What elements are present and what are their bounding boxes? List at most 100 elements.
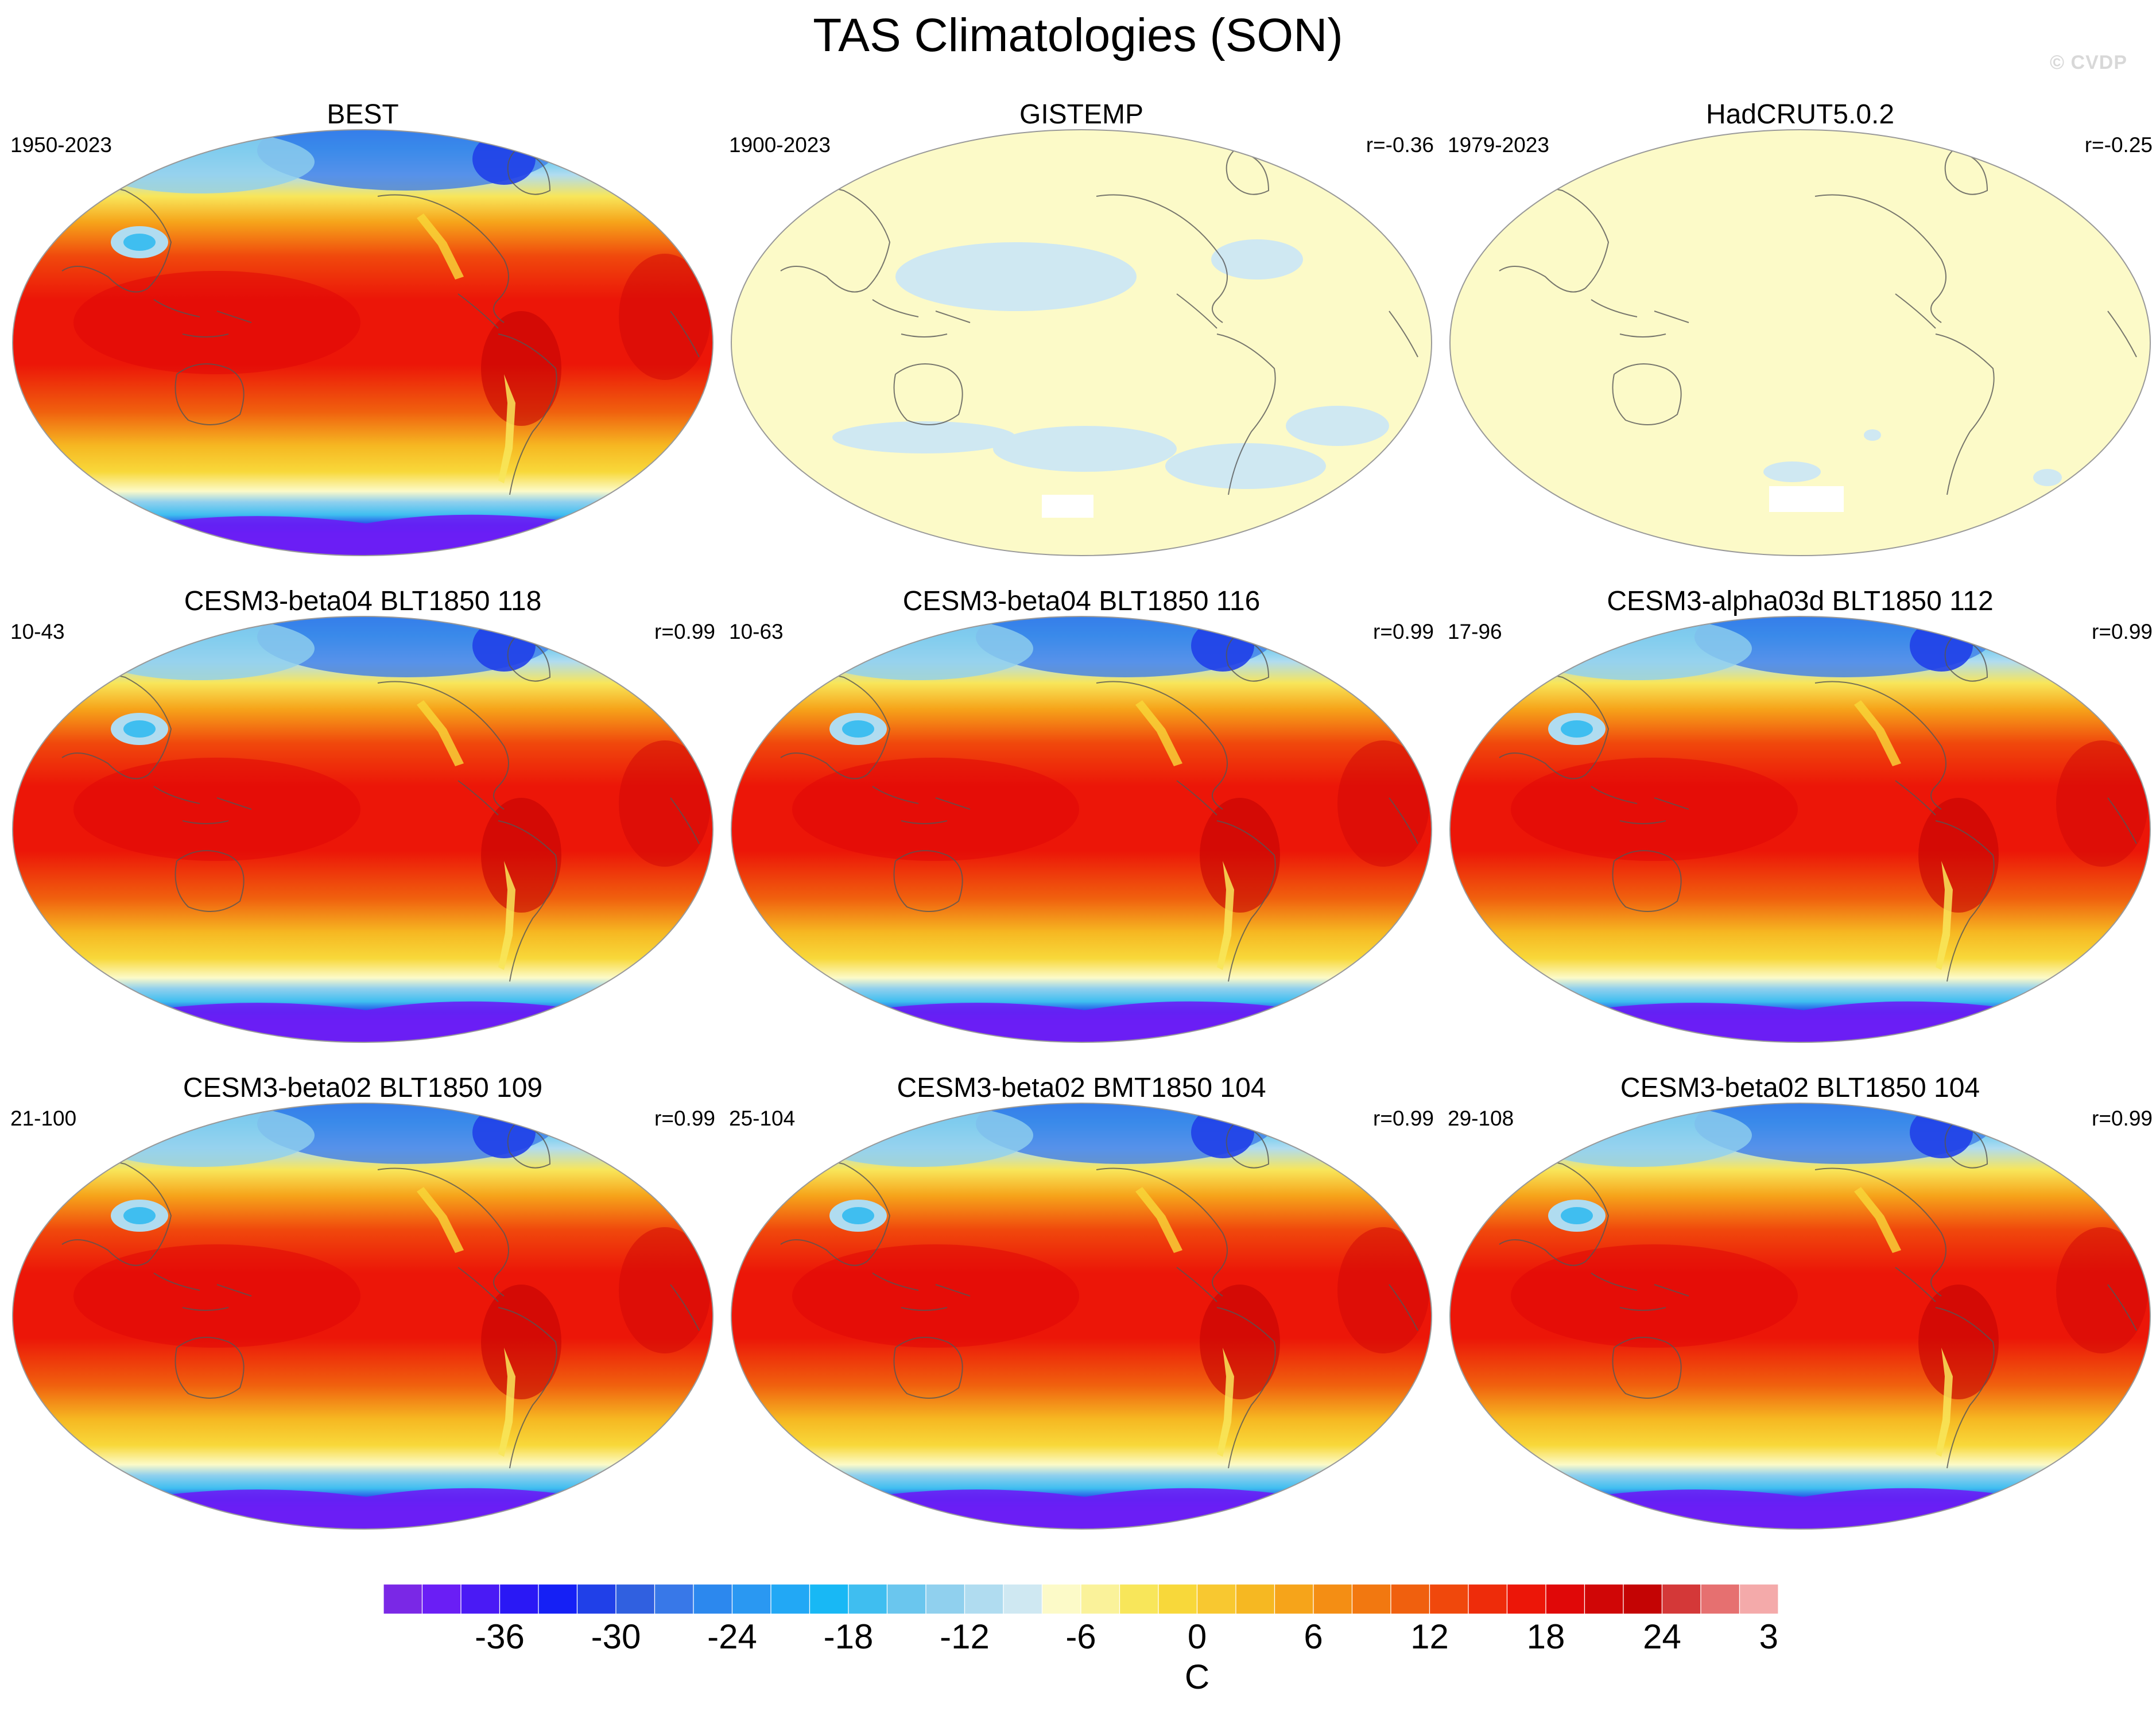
colorbar-swatch — [1739, 1584, 1778, 1615]
map-panel: CESM3-beta02 BLT1850 104 29-108 r=0.99 — [1448, 1071, 2153, 1553]
colorbar-swatch — [1274, 1584, 1314, 1615]
map-heatmap — [1449, 129, 2151, 556]
colorbar-swatch — [1351, 1584, 1391, 1615]
colorbar-tick-label: -24 — [707, 1617, 757, 1656]
colorbar-swatch — [421, 1584, 462, 1615]
map-panel: HadCRUT5.0.2 1979-2023 r=-0.25 — [1448, 98, 2153, 580]
panel-title: CESM3-beta04 BLT1850 118 — [184, 586, 542, 616]
colorbar-swatch — [1235, 1584, 1275, 1615]
colorbar-unit-label: C — [1185, 1658, 1209, 1696]
colorbar-swatch — [848, 1584, 888, 1615]
colorbar-swatch — [693, 1584, 733, 1615]
colorbar-tick-label: -36 — [475, 1617, 525, 1656]
map-heatmap — [1449, 1103, 2151, 1530]
colorbar-swatch — [964, 1584, 1004, 1615]
map-heatmap — [731, 616, 1432, 1043]
panel-period: 21-100 — [10, 1107, 77, 1130]
map-panel: CESM3-beta04 BLT1850 116 10-63 r=0.99 — [729, 584, 1434, 1066]
map-panel: CESM3-alpha03d BLT1850 112 17-96 r=0.99 — [1448, 584, 2153, 1066]
panel-title: CESM3-alpha03d BLT1850 112 — [1607, 586, 1994, 616]
colorbar-tick-label: 24 — [1643, 1617, 1681, 1656]
map-panel: CESM3-beta02 BLT1850 109 21-100 r=0.99 — [10, 1071, 715, 1553]
colorbar-swatch — [1584, 1584, 1624, 1615]
panel-period: 10-63 — [729, 620, 784, 643]
map-outline — [12, 616, 714, 1043]
panel-period: 1979-2023 — [1448, 133, 1549, 157]
panel-correlation: r=0.99 — [1373, 1107, 1434, 1130]
map-heatmap — [731, 1103, 1432, 1530]
panel-period: 1950-2023 — [10, 133, 112, 157]
figure-title: TAS Climatologies (SON) — [813, 9, 1343, 61]
map-outline — [731, 616, 1432, 1043]
colorbar-tick-label: -30 — [591, 1617, 641, 1656]
colorbar-swatch — [1468, 1584, 1508, 1615]
colorbar-swatch — [1506, 1584, 1546, 1615]
panel-correlation: r=-0.36 — [1366, 133, 1434, 157]
panel-title: HadCRUT5.0.2 — [1705, 99, 1895, 130]
colorbar-swatch — [1661, 1584, 1701, 1615]
credit-watermark: © CVDP — [2050, 52, 2127, 73]
map-panel: BEST 1950-2023 — [10, 98, 715, 580]
map-outline — [731, 129, 1432, 556]
map-heatmap — [1449, 616, 2151, 1043]
map-outline — [1449, 1103, 2151, 1530]
colorbar-swatch — [925, 1584, 965, 1615]
colorbar-swatch — [1313, 1584, 1353, 1615]
panel-correlation: r=0.99 — [2092, 620, 2153, 643]
panel-title: BEST — [327, 99, 399, 130]
colorbar-swatch — [1545, 1584, 1585, 1615]
colorbar-swatch — [499, 1584, 539, 1615]
colorbar-swatch — [538, 1584, 578, 1615]
map-outline — [731, 1103, 1432, 1530]
colorbar-swatch — [1158, 1584, 1198, 1615]
colorbar-tick-label: -18 — [824, 1617, 874, 1656]
map-heatmap — [12, 1103, 714, 1530]
colorbar-swatch — [1390, 1584, 1430, 1615]
colorbar-swatch — [770, 1584, 811, 1615]
panel-correlation: r=0.99 — [1373, 620, 1434, 643]
panel-period: 10-43 — [10, 620, 65, 643]
colorbar-swatch — [1623, 1584, 1663, 1615]
colorbar-swatch — [1041, 1584, 1081, 1615]
panel-title: CESM3-beta02 BMT1850 104 — [897, 1073, 1266, 1103]
panel-period: 25-104 — [729, 1107, 796, 1130]
colorbar: -36-30-24-18-12-6061218243036C — [383, 1584, 1778, 1696]
map-panel: GISTEMP 1900-2023 r=-0.36 — [729, 98, 1434, 580]
panel-title: CESM3-beta04 BLT1850 116 — [902, 586, 1261, 616]
colorbar-swatch — [383, 1584, 423, 1615]
map-heatmap — [12, 616, 714, 1043]
panel-correlation: r=-0.25 — [2084, 133, 2153, 157]
map-heatmap — [731, 129, 1432, 556]
panel-title: CESM3-beta02 BLT1850 104 — [1620, 1073, 1980, 1103]
map-heatmap — [12, 129, 714, 556]
colorbar-swatch — [886, 1584, 926, 1615]
map-panel: CESM3-beta04 BLT1850 118 10-43 r=0.99 — [10, 584, 715, 1066]
colorbar-swatch — [1196, 1584, 1236, 1615]
panel-correlation: r=0.99 — [2092, 1107, 2153, 1130]
colorbar-tick-label: 0 — [1188, 1617, 1207, 1656]
colorbar-tick-label: 30 — [1759, 1617, 1778, 1656]
panel-correlation: r=0.99 — [654, 620, 715, 643]
map-outline — [1449, 129, 2151, 556]
colorbar-swatch — [1429, 1584, 1469, 1615]
map-outline — [12, 1103, 714, 1530]
colorbar-swatch — [654, 1584, 694, 1615]
colorbar-tick-label: 12 — [1410, 1617, 1449, 1656]
colorbar-swatch — [576, 1584, 616, 1615]
colorbar-swatch — [1080, 1584, 1120, 1615]
panel-period: 1900-2023 — [729, 133, 831, 157]
colorbar-tick-label: 6 — [1304, 1617, 1323, 1656]
colorbar-swatch — [1700, 1584, 1740, 1615]
panel-period: 17-96 — [1448, 620, 1502, 643]
panel-period: 29-108 — [1448, 1107, 1514, 1130]
panel-title: CESM3-beta02 BLT1850 109 — [183, 1073, 543, 1103]
colorbar-swatch — [1003, 1584, 1043, 1615]
panel-correlation: r=0.99 — [654, 1107, 715, 1130]
colorbar-swatch — [1119, 1584, 1159, 1615]
map-panel: CESM3-beta02 BMT1850 104 25-104 r=0.99 — [729, 1071, 1434, 1553]
map-outline — [12, 129, 714, 556]
colorbar-swatch — [460, 1584, 501, 1615]
colorbar-tick-label: 18 — [1527, 1617, 1565, 1656]
colorbar-tick-label: -12 — [940, 1617, 990, 1656]
panel-title: GISTEMP — [1019, 99, 1144, 130]
